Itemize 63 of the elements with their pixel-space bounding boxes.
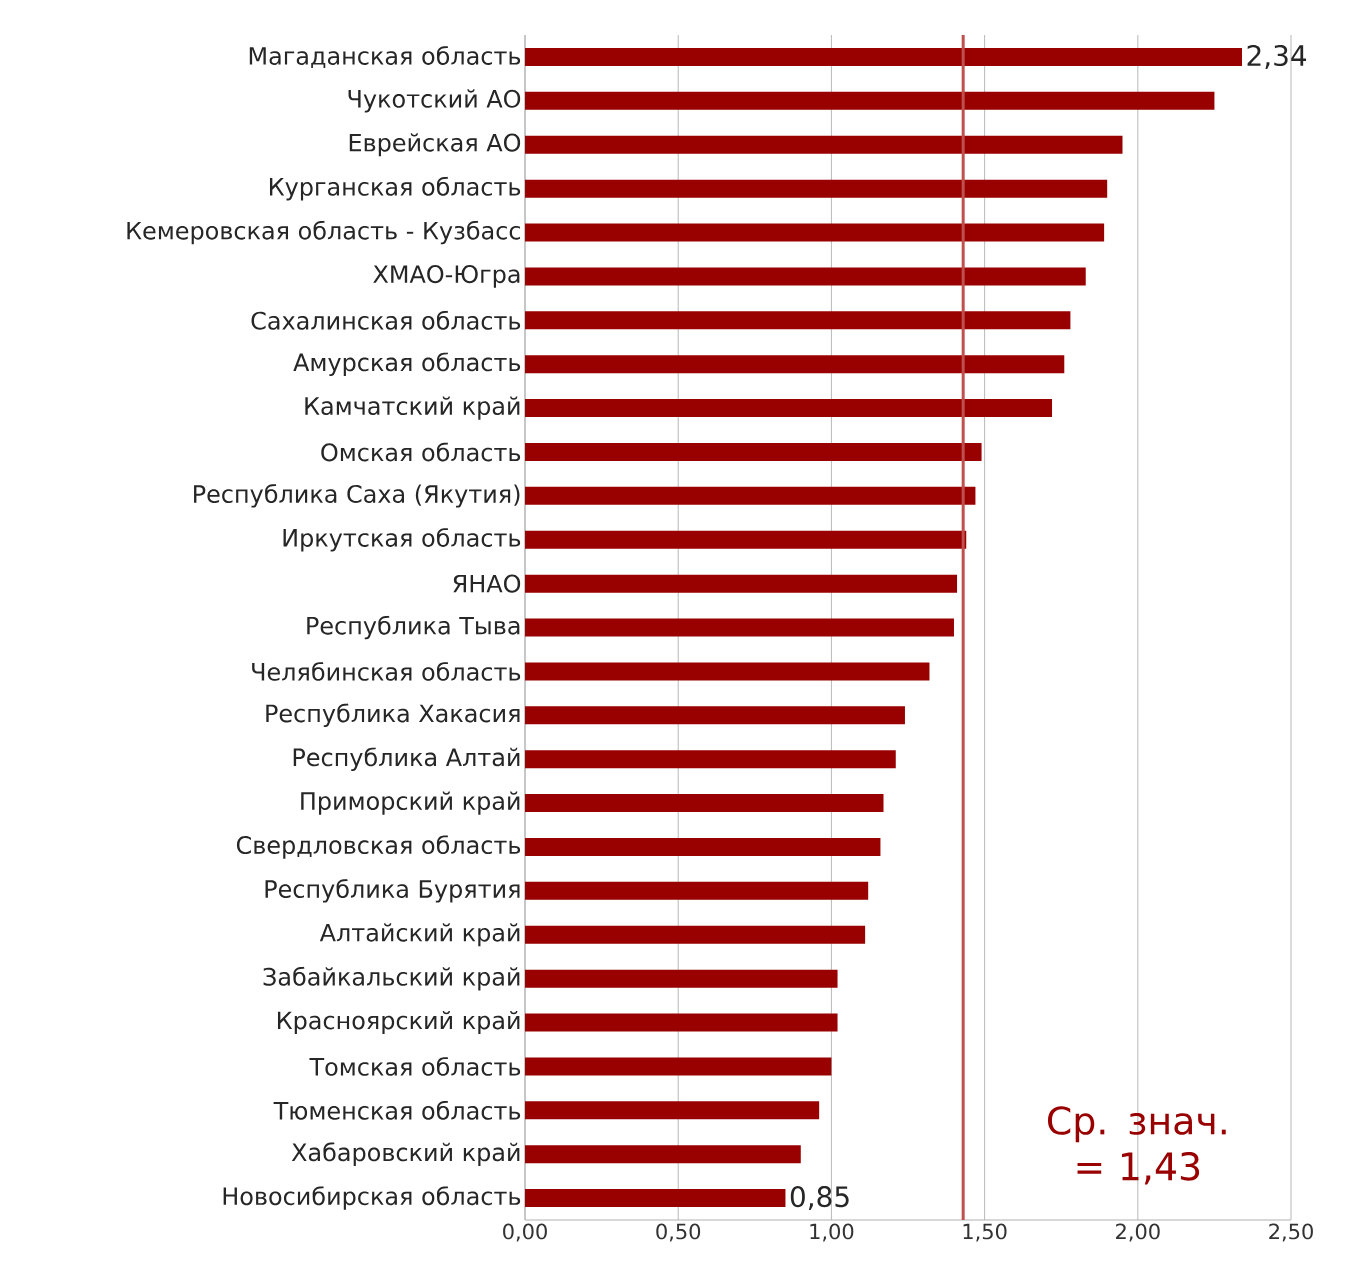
y-tick-label: Тюменская область <box>273 1100 521 1120</box>
y-tick-label: Красноярский край <box>277 1010 520 1035</box>
bar <box>525 47 1242 66</box>
bar <box>525 794 884 813</box>
y-tick-label: Приморский край <box>301 791 520 815</box>
bar <box>525 399 1053 418</box>
y-tick-label: Забайкальский край <box>263 966 520 991</box>
ref-line-label: Ср. знач. = 1,43 <box>1047 1106 1226 1185</box>
bar <box>525 486 976 505</box>
y-tick-label: Кемеровская область - Кузбасс <box>127 220 521 245</box>
bar <box>525 574 958 593</box>
bar <box>525 618 954 637</box>
bar <box>525 706 905 725</box>
bar <box>525 1189 786 1208</box>
y-tick-label: Свердловская область <box>236 835 521 859</box>
bar <box>525 925 866 944</box>
bar <box>525 179 1108 198</box>
x-tick-label: 0,00 <box>503 1223 547 1242</box>
bar <box>525 1101 820 1120</box>
bar <box>525 969 838 988</box>
data-label: 2,34 <box>1247 45 1307 69</box>
x-tick-label: 1,50 <box>963 1223 1007 1242</box>
bar <box>525 267 1086 286</box>
y-tick-label: Магаданская область <box>249 46 521 68</box>
x-tick-label: 1,00 <box>810 1223 854 1242</box>
y-tick-label: Омская область <box>321 442 521 462</box>
y-tick-label: Хабаровский край <box>291 1142 520 1166</box>
y-tick-label: Республика Хакасия <box>266 703 520 728</box>
y-tick-label: ЯНАО <box>453 574 521 593</box>
data-label: 0,85 <box>790 1186 849 1211</box>
y-tick-label: Сахалинская область <box>251 310 521 330</box>
bar <box>525 355 1065 374</box>
x-tick-label: 2,50 <box>1269 1223 1313 1242</box>
y-tick-label: Республика Бурятия <box>265 879 520 903</box>
bar <box>525 311 1071 330</box>
bar <box>525 223 1105 242</box>
bar <box>525 1013 838 1032</box>
y-tick-label: Республика Тыва <box>307 615 520 640</box>
y-tick-label: ХМАО-Югра <box>373 265 520 288</box>
y-tick-label: Амурская область <box>293 352 521 376</box>
y-tick-label: Республика Саха (Якутия) <box>194 484 520 508</box>
y-tick-label: Алтайский край <box>319 923 520 947</box>
y-tick-label: Курганская область <box>269 176 521 201</box>
y-tick-label: Еврейская АО <box>349 133 521 157</box>
bar <box>525 91 1215 110</box>
bar <box>525 750 896 769</box>
y-tick-label: Иркутская область <box>283 527 521 552</box>
y-tick-label: Республика Алтай <box>293 747 520 771</box>
x-tick-label: 0,50 <box>656 1223 701 1242</box>
y-tick-label: Новосибирская область <box>223 1186 521 1210</box>
y-tick-label: Томская область <box>309 1056 521 1076</box>
y-tick-label: Камчатский край <box>305 396 520 420</box>
x-tick-label: 2,00 <box>1116 1223 1160 1242</box>
bar <box>525 442 982 461</box>
bar <box>525 1057 832 1076</box>
bar <box>525 881 869 900</box>
y-tick-label: Челябинская область <box>252 661 521 681</box>
bar <box>525 1145 801 1164</box>
bar <box>525 135 1123 154</box>
bar <box>525 837 881 856</box>
bar <box>525 530 967 549</box>
bar <box>525 662 930 681</box>
y-tick-label: Чукотский АО <box>348 89 521 113</box>
